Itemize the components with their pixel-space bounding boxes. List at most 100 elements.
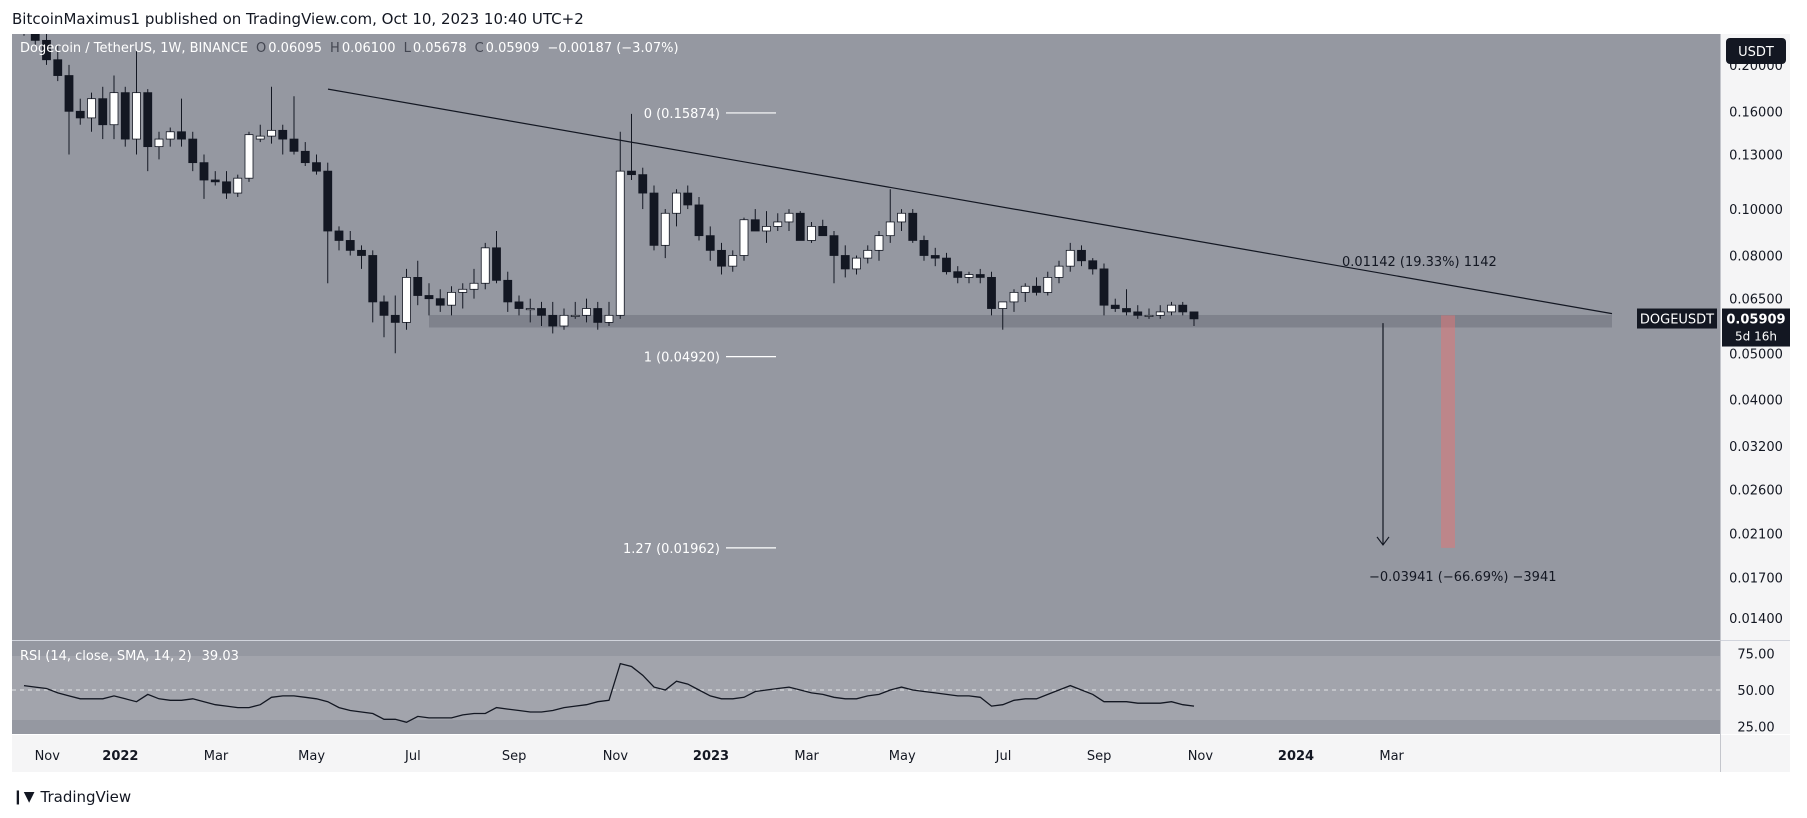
- descending-trendline[interactable]: [327, 88, 1613, 315]
- candle[interactable]: [143, 89, 153, 172]
- candle[interactable]: [1032, 277, 1041, 296]
- candle[interactable]: [177, 98, 186, 147]
- candle[interactable]: [1065, 242, 1075, 272]
- candle[interactable]: [559, 308, 569, 330]
- currency-button[interactable]: [1726, 38, 1786, 64]
- candle[interactable]: [300, 142, 310, 167]
- candle[interactable]: [334, 226, 344, 251]
- candle[interactable]: [278, 124, 288, 155]
- candle[interactable]: [897, 209, 906, 231]
- candle[interactable]: [795, 211, 805, 241]
- candle[interactable]: [368, 250, 378, 323]
- candle[interactable]: [773, 213, 783, 231]
- candle[interactable]: [390, 295, 400, 354]
- candle[interactable]: [728, 250, 738, 272]
- candle[interactable]: [1088, 258, 1098, 275]
- candle[interactable]: [525, 298, 535, 323]
- candle[interactable]: [1155, 305, 1165, 319]
- candle[interactable]: [1054, 260, 1064, 284]
- candle[interactable]: [987, 271, 996, 316]
- candle[interactable]: [289, 96, 299, 155]
- candle[interactable]: [165, 127, 175, 147]
- candle[interactable]: [402, 268, 411, 330]
- candle[interactable]: [672, 189, 681, 227]
- candle[interactable]: [379, 295, 389, 338]
- candle[interactable]: [582, 298, 591, 323]
- candle[interactable]: [683, 185, 693, 210]
- candle[interactable]: [762, 211, 771, 243]
- candle[interactable]: [593, 301, 603, 330]
- candle[interactable]: [480, 242, 490, 290]
- candle[interactable]: [1122, 289, 1131, 316]
- candle[interactable]: [244, 131, 254, 182]
- candle[interactable]: [660, 209, 670, 259]
- candle[interactable]: [53, 45, 63, 82]
- candle[interactable]: [413, 260, 423, 306]
- candle[interactable]: [885, 189, 895, 243]
- candle[interactable]: [874, 230, 884, 261]
- candle[interactable]: [222, 171, 231, 199]
- candle[interactable]: [964, 271, 974, 284]
- candle[interactable]: [64, 64, 74, 155]
- candle[interactable]: [627, 113, 636, 180]
- candle[interactable]: [447, 286, 456, 316]
- candle[interactable]: [942, 252, 951, 275]
- candle[interactable]: [492, 230, 501, 284]
- candle[interactable]: [807, 221, 816, 243]
- candle[interactable]: [750, 209, 760, 232]
- candle[interactable]: [829, 230, 839, 284]
- candle[interactable]: [98, 86, 108, 140]
- candle[interactable]: [705, 226, 715, 261]
- candle[interactable]: [919, 235, 929, 261]
- candle[interactable]: [570, 301, 580, 319]
- candle[interactable]: [323, 162, 333, 284]
- candle[interactable]: [1043, 271, 1053, 296]
- candle[interactable]: [188, 131, 198, 172]
- candle[interactable]: [537, 301, 546, 327]
- candle[interactable]: [649, 185, 659, 251]
- candle[interactable]: [210, 171, 220, 186]
- candle[interactable]: [852, 255, 861, 275]
- candle[interactable]: [42, 26, 51, 65]
- candle[interactable]: [87, 92, 96, 132]
- candle[interactable]: [1144, 308, 1154, 319]
- candle[interactable]: [120, 86, 130, 147]
- price-pane[interactable]: [12, 34, 1720, 640]
- candle[interactable]: [199, 154, 209, 199]
- candle[interactable]: [503, 271, 513, 312]
- candle[interactable]: [908, 209, 918, 243]
- candle[interactable]: [255, 124, 265, 143]
- candle[interactable]: [930, 247, 940, 267]
- candle[interactable]: [267, 86, 276, 144]
- candle[interactable]: [548, 301, 558, 334]
- candle[interactable]: [998, 301, 1008, 330]
- candle[interactable]: [863, 245, 873, 264]
- candle[interactable]: [615, 131, 625, 319]
- candle[interactable]: [840, 245, 850, 278]
- candle[interactable]: [514, 295, 524, 316]
- candle[interactable]: [1178, 301, 1188, 316]
- time-axis[interactable]: [12, 735, 1790, 772]
- candle[interactable]: [458, 283, 468, 309]
- candle[interactable]: [604, 301, 614, 327]
- candle[interactable]: [975, 268, 985, 284]
- candle[interactable]: [357, 245, 366, 269]
- candle[interactable]: [694, 196, 704, 241]
- candle[interactable]: [435, 289, 445, 312]
- chart-svg[interactable]: 0 (0.15874) 1 (0.04920) 1.27 (0.01962) 0…: [12, 2, 1790, 772]
- candle[interactable]: [233, 174, 243, 197]
- candle[interactable]: [784, 209, 794, 231]
- candle[interactable]: [1009, 289, 1019, 312]
- candle[interactable]: [818, 219, 828, 237]
- candle[interactable]: [424, 283, 434, 316]
- candle[interactable]: [345, 230, 355, 256]
- candle[interactable]: [1167, 301, 1176, 316]
- candle[interactable]: [109, 75, 119, 140]
- candle[interactable]: [132, 49, 141, 155]
- candle[interactable]: [953, 266, 963, 284]
- candle[interactable]: [638, 167, 648, 210]
- candle[interactable]: [1133, 305, 1143, 319]
- candle[interactable]: [739, 217, 749, 261]
- candle[interactable]: [312, 154, 321, 175]
- candle[interactable]: [469, 268, 479, 299]
